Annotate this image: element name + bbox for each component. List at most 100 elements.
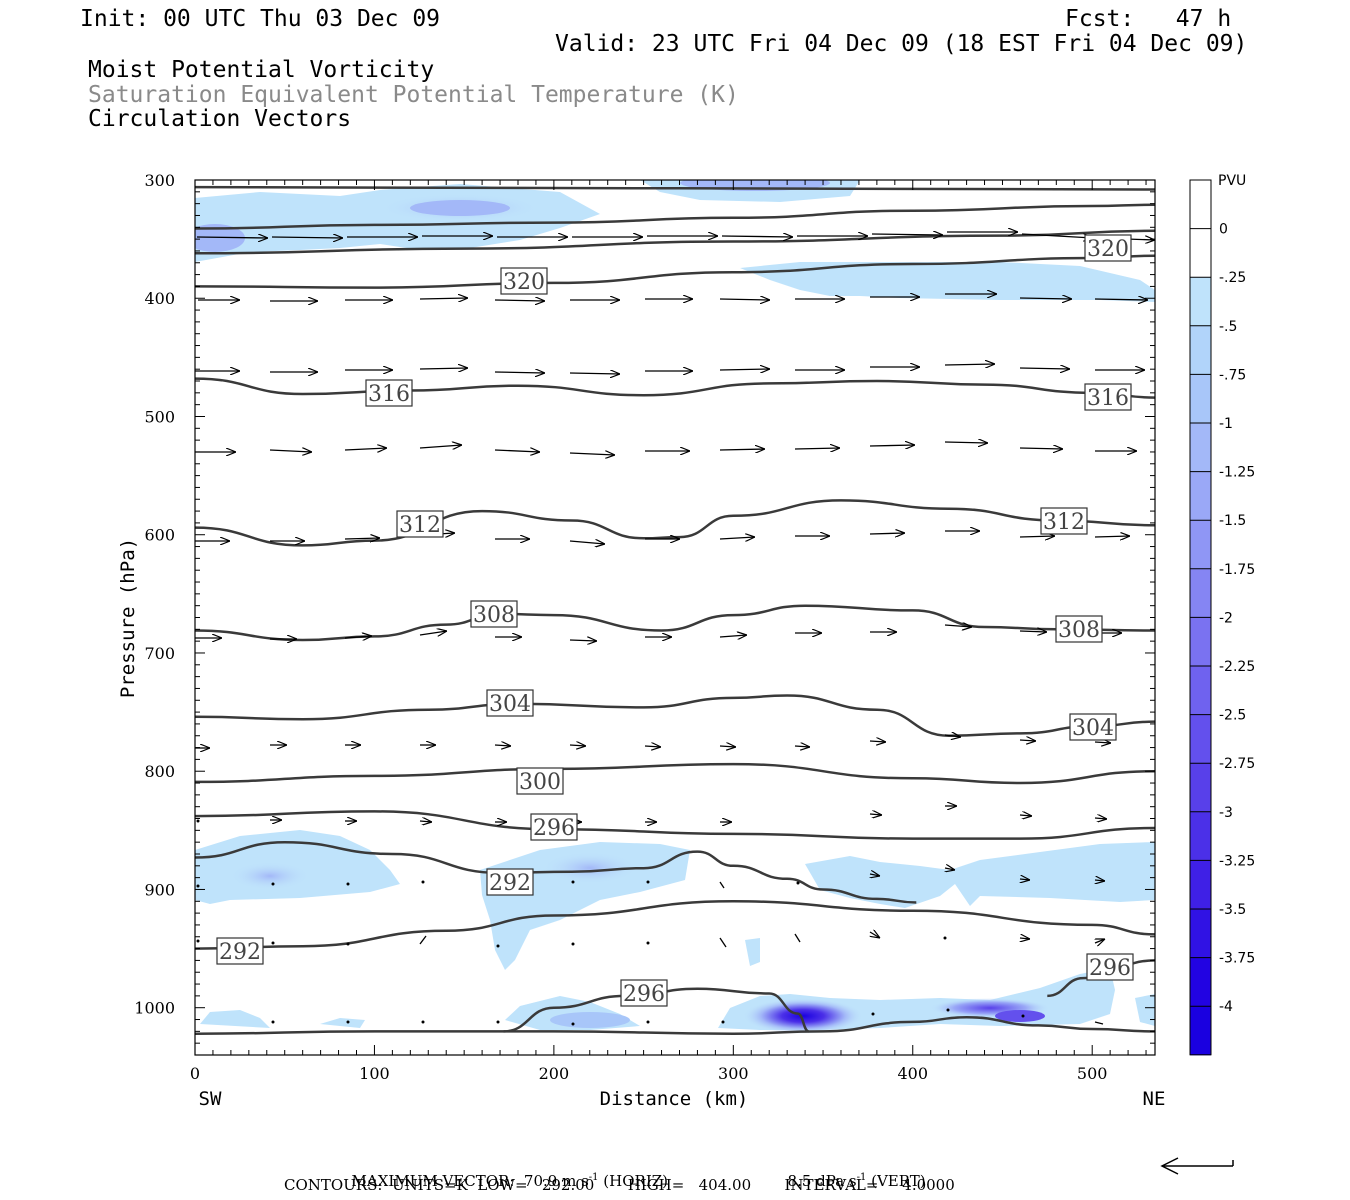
colorbar-label: -1.5 <box>1219 513 1246 529</box>
wind-vector <box>344 448 387 450</box>
wind-vector <box>646 880 650 884</box>
colorbar-label: -4 <box>1219 999 1233 1015</box>
wind-vector <box>1020 879 1030 880</box>
wind-vector <box>1019 815 1032 816</box>
contour-info: CONTOURS: UNITS=K LOW= 292.00 HIGH= 404.… <box>284 1176 955 1194</box>
colorbar-swatch <box>1190 957 1211 1007</box>
colorbar-label: -.75 <box>1219 367 1246 383</box>
wind-vector <box>271 237 343 238</box>
init-time: Init: 00 UTC Thu 03 Dec 09 <box>80 6 441 32</box>
y-tick-label: 800 <box>144 762 175 781</box>
wind-vector <box>871 1012 875 1016</box>
x-tick-label: 300 <box>718 1064 749 1083</box>
wind-vector <box>719 937 727 948</box>
wind-vector <box>1019 298 1072 299</box>
contour-label: 296 <box>620 979 668 1007</box>
pv-region <box>410 200 510 216</box>
colorbar-swatch <box>1190 811 1211 861</box>
wind-vector <box>1095 880 1105 881</box>
wind-vector <box>196 237 268 238</box>
wind-vector <box>421 880 425 884</box>
x-tick-label: 0 <box>190 1064 200 1083</box>
pv-region <box>195 224 245 252</box>
vert-vector-value: 8.5 dPa s <box>787 1172 857 1190</box>
wind-vector <box>494 450 540 452</box>
wind-vector <box>419 445 462 448</box>
wind-vector <box>1094 1021 1104 1025</box>
colorbar-label: -1.25 <box>1219 465 1255 481</box>
wind-vector <box>1019 631 1047 632</box>
theta-e-contour <box>195 694 1155 737</box>
colorbar-label: -2.25 <box>1219 659 1255 675</box>
wind-vector <box>569 640 597 641</box>
wind-vector <box>721 236 793 237</box>
wind-vector <box>569 745 586 746</box>
contour-label: 300 <box>516 767 564 795</box>
wind-vector <box>719 299 770 300</box>
wind-vector <box>719 635 747 637</box>
wind-vector <box>794 933 801 943</box>
colorbar-label: -1.75 <box>1219 562 1255 578</box>
theta-e-contour <box>195 377 1155 399</box>
contour-label: 312 <box>1040 507 1088 535</box>
contour-label: 292 <box>216 937 264 965</box>
wind-vector <box>569 541 605 544</box>
wind-vector <box>494 745 511 746</box>
wind-vector <box>346 942 350 946</box>
contour-label: 316 <box>1084 383 1132 411</box>
colorbar-label: -.25 <box>1219 270 1246 286</box>
contour-label: 316 <box>365 379 413 407</box>
wind-vector <box>870 932 880 938</box>
wind-vector <box>569 453 615 455</box>
pv-region <box>230 862 310 890</box>
contour-label-text: 296 <box>533 816 575 841</box>
wind-vector <box>196 819 200 823</box>
y-tick-label: 400 <box>144 289 175 308</box>
x-tick-label: 400 <box>897 1064 928 1083</box>
wind-vector <box>794 746 810 747</box>
wind-vector <box>196 939 200 943</box>
wind-vector <box>496 1020 500 1024</box>
colorbar-swatch <box>1190 714 1211 764</box>
wind-vector <box>869 741 886 742</box>
wind-vector <box>346 1020 350 1024</box>
theta-e-contour <box>195 229 1155 255</box>
wind-vector <box>1021 233 1093 238</box>
contour-label-text: 292 <box>219 940 261 965</box>
wind-vector <box>1019 536 1055 537</box>
wind-vector <box>796 881 800 885</box>
theta-e-contour <box>195 900 1155 950</box>
vert-label: (VERT) <box>866 1172 926 1190</box>
circulation-vectors <box>195 232 1155 1025</box>
colorbar-swatch <box>1190 763 1211 813</box>
wind-vector <box>719 537 755 539</box>
wind-vector <box>344 636 372 638</box>
contour-label-text: 304 <box>489 692 531 717</box>
theta-e-contour <box>195 185 1155 191</box>
colorbar-label: -1 <box>1219 416 1233 432</box>
contour-label-text: 296 <box>1089 956 1131 981</box>
theta-e-contour <box>195 203 1155 230</box>
theta-e-contour <box>195 254 1155 289</box>
wind-vector <box>944 442 988 443</box>
colorbar-swatch <box>1190 374 1211 424</box>
wind-vector <box>946 1008 950 1012</box>
contour-label: 308 <box>1055 615 1103 643</box>
contour-label-text: 312 <box>399 513 441 538</box>
x-axis-title: Distance (km) <box>600 1088 749 1110</box>
colorbar-label: -3 <box>1219 805 1233 821</box>
pv-region <box>200 1010 270 1028</box>
theta-e-contour <box>195 810 1155 840</box>
y-axis-title: Pressure (hPa) <box>117 538 139 698</box>
x-tick-label: 500 <box>1077 1064 1108 1083</box>
wind-vector <box>196 884 200 888</box>
contour-label: 320 <box>500 267 548 295</box>
y-tick-label: 900 <box>144 880 175 899</box>
contour-label-text: 304 <box>1072 716 1114 741</box>
colorbar-swatch <box>1190 568 1211 618</box>
wind-vector <box>1094 299 1148 300</box>
pv-region <box>745 938 760 966</box>
field-title-vectors: Circulation Vectors <box>88 106 352 132</box>
wind-vector <box>869 445 915 446</box>
